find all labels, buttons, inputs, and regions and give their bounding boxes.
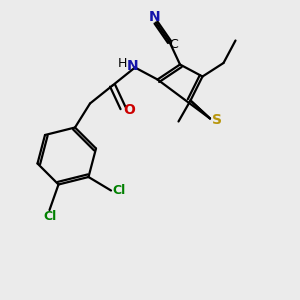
Text: N: N <box>127 59 138 73</box>
Text: O: O <box>124 103 136 117</box>
Text: S: S <box>212 113 222 127</box>
Text: Cl: Cl <box>113 184 126 197</box>
Text: H: H <box>118 57 127 70</box>
Text: C: C <box>169 38 178 51</box>
Text: Cl: Cl <box>43 210 56 223</box>
Text: N: N <box>149 10 160 24</box>
